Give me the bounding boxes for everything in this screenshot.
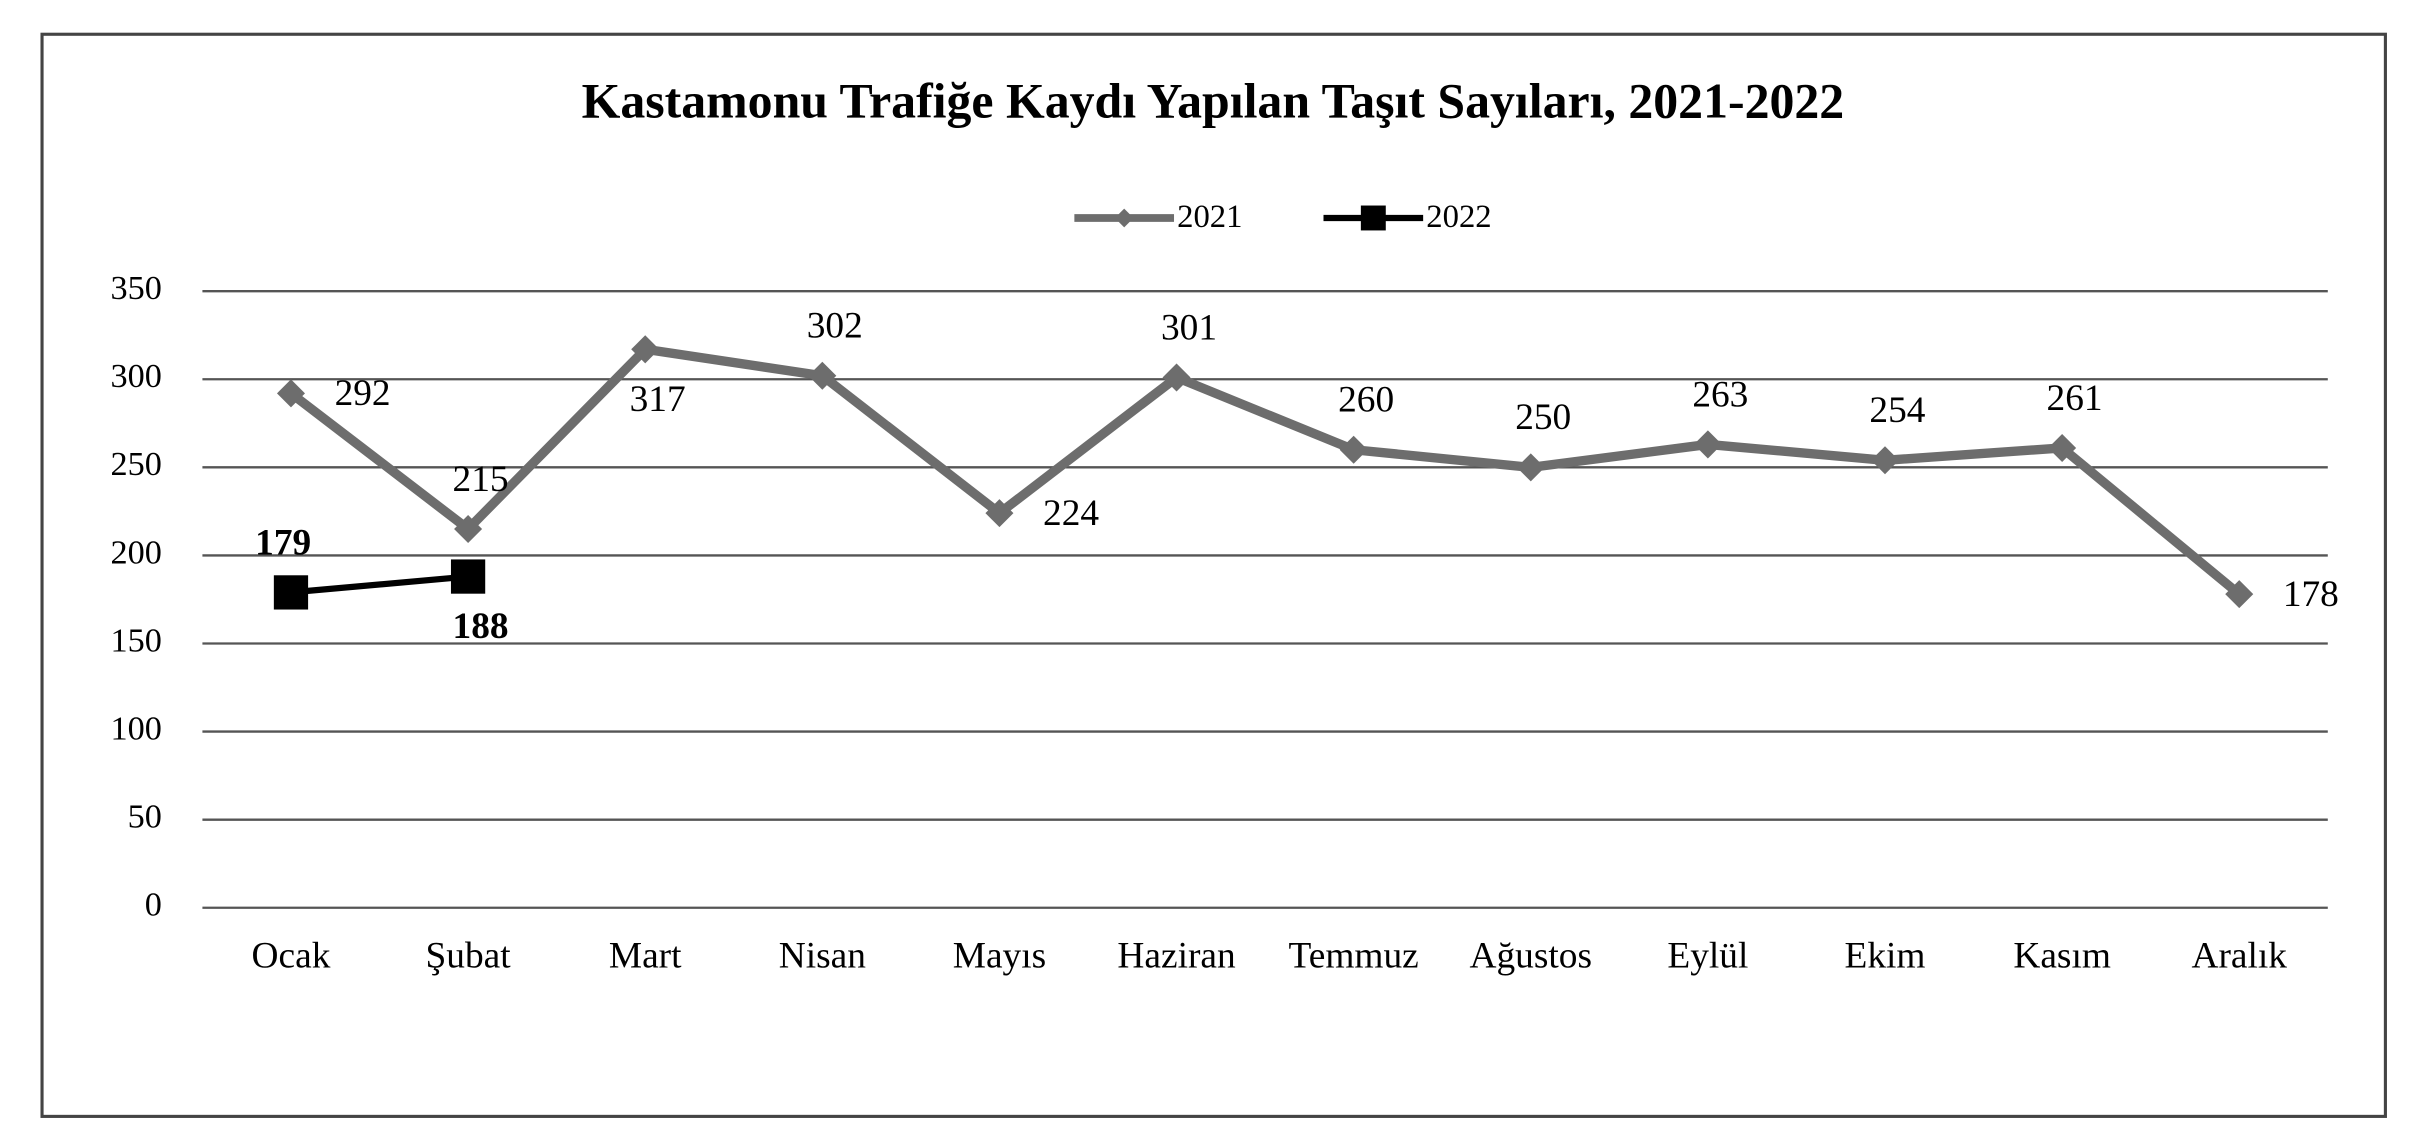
y-tick-label: 250 [111,445,162,483]
y-tick-label: 350 [111,269,162,307]
y-tick-label: 300 [111,357,162,395]
legend-label: 2022 [1426,199,1491,235]
data-label: 250 [1515,397,1571,438]
marker [631,335,660,364]
x-tick-label: Ocak [252,936,331,977]
legend-marker [1114,208,1134,228]
data-label: 254 [1869,390,1925,431]
y-tick-label: 50 [128,798,162,836]
chart-border [40,32,2387,1118]
data-label: 178 [2283,574,2339,615]
marker [450,559,486,594]
x-tick-label: Aralık [2192,936,2288,977]
y-tick-label: 150 [111,621,162,659]
legend-label: 2021 [1177,199,1242,235]
data-label: 317 [630,379,686,420]
data-label: 215 [453,459,509,500]
data-label: 179 [255,522,311,563]
data-label: 224 [1043,493,1099,534]
x-tick-label: Mayıs [953,936,1046,977]
x-tick-label: Ağustos [1470,936,1592,977]
series-line [288,344,2243,598]
data-label: 292 [335,373,391,414]
data-label: 188 [453,606,509,647]
data-label: 261 [2047,378,2103,419]
data-label: 260 [1338,380,1394,421]
marker [2048,433,2077,462]
data-label: 263 [1692,374,1748,415]
legend-marker [1360,205,1386,231]
marker [1693,430,1722,459]
marker [985,499,1014,528]
marker [273,575,309,610]
y-tick-label: 100 [111,709,162,747]
marker [1162,363,1191,392]
chart-title: Kastamonu Trafiğe Kaydı Yapılan Taşıt Sa… [582,73,1845,128]
y-tick-label: 0 [145,886,162,924]
x-tick-label: Temmuz [1289,936,1419,977]
series-line [290,573,469,596]
marker [1870,446,1900,475]
y-tick-label: 200 [111,533,162,571]
x-tick-label: Mart [609,936,682,977]
x-tick-label: Kasım [2013,936,2111,977]
marker [808,361,837,390]
x-tick-label: Nisan [779,936,866,977]
data-label: 301 [1161,307,1217,348]
x-tick-label: Haziran [1117,936,1236,977]
x-tick-label: Şubat [426,936,512,977]
data-label: 302 [807,306,863,347]
x-tick-label: Eylül [1667,936,1748,977]
x-tick-label: Ekim [1845,936,1926,977]
